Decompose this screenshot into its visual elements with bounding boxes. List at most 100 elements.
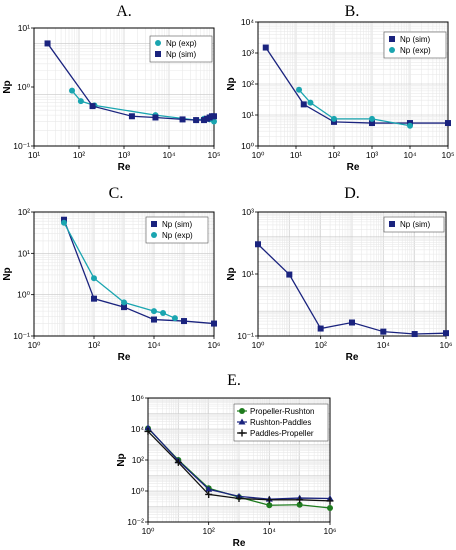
legend-label: Np (sim) <box>400 35 431 44</box>
legend-label: Paddles-Propeller <box>250 429 314 438</box>
x-tick-label: 10⁰ <box>142 526 155 536</box>
data-point <box>286 271 293 278</box>
y-tick-label: 10⁻¹ <box>13 331 30 341</box>
x-tick-label: 10³ <box>366 150 378 160</box>
data-point <box>174 458 182 466</box>
y-tick-label: 10⁰ <box>241 141 254 151</box>
x-tick-label: 10⁰ <box>252 340 265 350</box>
data-point <box>380 328 387 335</box>
x-axis-label: Re <box>233 538 246 549</box>
legend-label: Np (sim) <box>166 50 197 59</box>
series-line <box>63 219 215 325</box>
y-tick-label: 10² <box>18 207 30 217</box>
panel-title: E. <box>227 372 241 389</box>
y-tick-label: 10¹ <box>18 248 30 258</box>
x-tick-label: 10⁰ <box>252 150 265 160</box>
x-tick-label: 10² <box>328 150 340 160</box>
y-tick-label: 10³ <box>242 48 254 58</box>
data-point <box>326 497 334 505</box>
legend-box <box>383 216 445 233</box>
x-tick-label: 10² <box>203 526 215 536</box>
y-axis-label: Np <box>2 267 13 280</box>
legend-item: Np (sim) <box>151 220 193 229</box>
y-tick-label: 10¹ <box>242 110 254 120</box>
data-point <box>181 318 187 325</box>
data-point <box>201 117 208 124</box>
legend-item: Np (sim) <box>389 35 431 44</box>
data-point <box>266 502 273 509</box>
y-tick-label: 10² <box>242 79 254 89</box>
x-tick-label: 10⁶ <box>208 340 221 350</box>
series-np-sim- <box>255 241 449 338</box>
data-point <box>255 241 261 248</box>
legend-marker <box>155 51 161 57</box>
data-point <box>317 325 324 332</box>
data-point <box>327 505 333 512</box>
data-point <box>193 117 200 124</box>
y-axis-label: Np <box>2 80 13 93</box>
data-point <box>77 98 84 105</box>
legend-label: Propeller-Rushton <box>250 407 314 416</box>
data-point <box>121 299 127 306</box>
legend-item: Propeller-Rushton <box>237 407 314 416</box>
legend-label: Np (exp) <box>400 46 431 55</box>
data-point <box>407 122 413 129</box>
data-point <box>121 304 127 311</box>
legend-marker <box>151 221 157 227</box>
y-tick-label: 10⁴ <box>131 424 144 434</box>
y-tick-label: 10⁰ <box>17 82 30 92</box>
legend: Np (exp) Np (sim) <box>149 35 213 63</box>
legend-label: Np (sim) <box>162 220 193 229</box>
y-tick-label: 10⁰ <box>131 486 144 496</box>
data-point <box>211 113 217 120</box>
data-point <box>151 308 157 315</box>
data-point <box>69 87 76 94</box>
data-point <box>179 116 186 123</box>
data-point <box>445 120 451 127</box>
y-tick-label: 10⁰ <box>17 290 30 300</box>
x-tick-label: 10⁶ <box>324 526 337 536</box>
data-point <box>151 316 157 323</box>
plot-frame <box>33 211 215 337</box>
legend-label: Rushton-Paddles <box>250 418 311 427</box>
data-point <box>144 424 152 431</box>
x-tick-label: 10⁴ <box>377 340 390 350</box>
data-point <box>300 101 307 108</box>
x-axis-label: Re <box>118 352 131 363</box>
legend-marker <box>155 40 161 46</box>
legend-marker <box>151 232 157 238</box>
legend-marker <box>238 429 246 437</box>
x-tick-label: 10² <box>315 340 327 350</box>
x-tick-label: 10⁴ <box>263 526 276 536</box>
y-tick-label: 10⁶ <box>131 393 144 403</box>
data-point <box>296 496 304 504</box>
data-point <box>369 115 375 122</box>
legend-label: Np (sim) <box>400 220 431 229</box>
x-tick-label: 10⁶ <box>440 340 453 350</box>
y-tick-label: 10² <box>132 455 144 465</box>
y-tick-label: 10⁴ <box>241 17 254 27</box>
panel-5: E.10⁰ 10² 10⁴ 10⁶10⁻²10⁰10²10⁴10⁶ReNpPropel… <box>116 372 336 549</box>
legend-box <box>233 403 329 442</box>
legend-item: Np (exp) <box>389 46 431 55</box>
x-axis-label: Re <box>347 162 360 173</box>
x-tick-label: 10² <box>88 340 100 350</box>
panel-4: D. 10⁰ 10² 10⁴ 10⁶ 10⁻¹ 10¹ 10³ Re Np Np (sim) <box>226 185 452 363</box>
grid <box>257 212 446 337</box>
data-point <box>262 44 269 51</box>
panel-title: C. <box>109 185 124 202</box>
data-point <box>89 103 96 110</box>
legend-marker <box>389 221 395 227</box>
legend-marker <box>238 418 246 425</box>
data-point <box>144 427 152 435</box>
legend: Propeller-Rushton Rushton-Paddles Paddles-… <box>233 403 329 442</box>
y-tick-label: 10¹ <box>18 23 30 33</box>
y-tick-label: 10¹ <box>242 269 254 279</box>
series-np-sim- <box>44 40 217 124</box>
data-point <box>160 310 167 317</box>
panel-title: D. <box>344 185 360 202</box>
legend-marker <box>239 408 245 414</box>
y-tick-label: 10⁻¹ <box>13 141 30 151</box>
